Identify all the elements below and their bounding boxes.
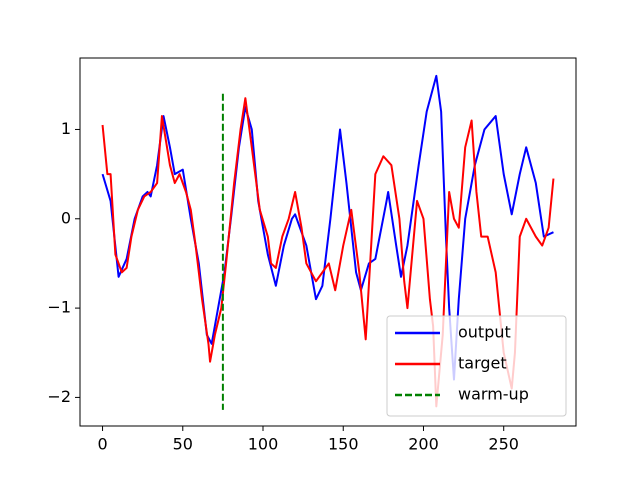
y-tick-label: 0 bbox=[61, 208, 71, 227]
x-tick-label: 250 bbox=[488, 435, 519, 454]
legend-label: target bbox=[458, 354, 507, 373]
x-tick-label: 150 bbox=[328, 435, 359, 454]
y-tick-label: 1 bbox=[61, 119, 71, 138]
series-line bbox=[101, 74, 554, 381]
y-tick-label: −1 bbox=[47, 298, 71, 317]
axes-frame bbox=[79, 57, 577, 427]
y-tick-label: −2 bbox=[47, 387, 71, 406]
x-tick-label: 100 bbox=[248, 435, 279, 454]
legend-box bbox=[386, 315, 567, 417]
x-tick-label: 0 bbox=[97, 435, 107, 454]
legend-label: warm-up bbox=[458, 385, 529, 404]
x-tick-label: 50 bbox=[173, 435, 193, 454]
series-line bbox=[101, 97, 555, 408]
x-tick-label: 200 bbox=[408, 435, 439, 454]
legend-label: output bbox=[458, 323, 511, 342]
